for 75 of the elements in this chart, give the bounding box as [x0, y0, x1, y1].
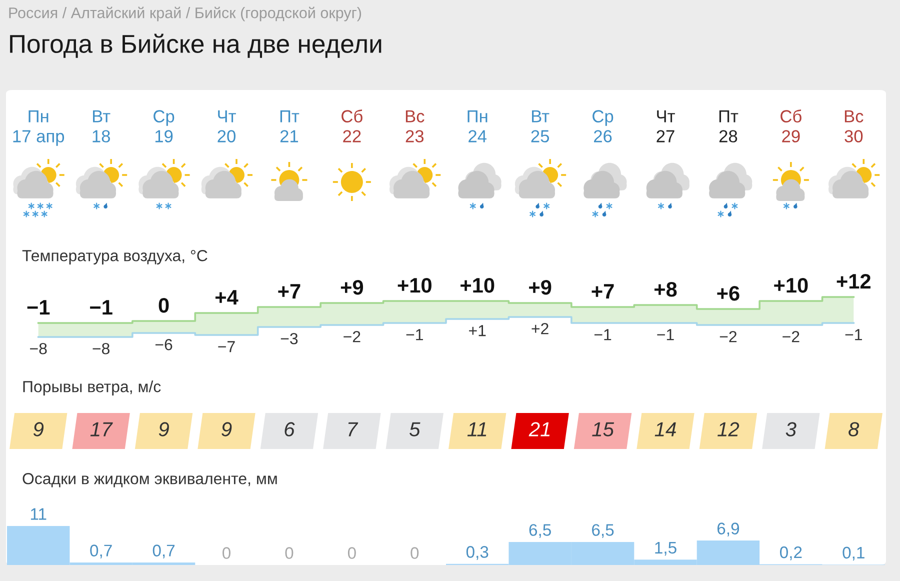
data-label: −1 [594, 329, 612, 340]
chart-title: Осадки в жидком эквиваленте, мм [22, 472, 277, 488]
data-label: −1 [406, 329, 423, 340]
data-label: −2 [782, 330, 800, 342]
text: Россия / Алтайский край / Бийск (городской округ) [9, 6, 362, 22]
x-tick-label: Ср 26 [592, 110, 614, 142]
data-label: 8 [848, 422, 860, 436]
data-label: +12 [836, 274, 870, 289]
data-label: −2 [720, 330, 737, 342]
x-tick-label: Вс 23 [406, 110, 424, 142]
chart-title: Температура воздуха, °C [22, 250, 208, 264]
data-label: 9 [33, 422, 44, 436]
data-label: −1 [845, 329, 862, 340]
x-tick-label: Вт 18 [92, 110, 110, 142]
data-label: 14 [654, 422, 676, 436]
data-label: +10 [398, 278, 432, 293]
data-label: +8 [654, 282, 677, 297]
data-label: −1 [27, 300, 50, 315]
data-label: 0,2 [780, 546, 802, 560]
x-tick-label: Чт 27 [656, 110, 675, 142]
data-label: 12 [718, 422, 740, 436]
data-label: −8 [30, 342, 47, 354]
data-label: −1 [657, 329, 674, 340]
chart-title: Порывы ветра, м/с [23, 380, 161, 396]
data-label: −8 [92, 342, 110, 354]
x-tick-label: Сб 22 [342, 110, 362, 142]
data-label: +7 [592, 284, 614, 299]
data-label: 6,9 [717, 522, 740, 536]
data-label: 6,5 [529, 524, 551, 538]
data-label: +6 [717, 286, 740, 301]
data-label: +9 [529, 280, 552, 295]
data-label: 6 [284, 422, 295, 436]
data-label: −3 [280, 332, 298, 344]
data-label: +1 [469, 325, 486, 336]
data-label: +10 [774, 278, 808, 293]
data-label: 1,5 [655, 542, 676, 556]
x-tick-label: Сб 29 [780, 110, 802, 142]
x-tick-label: Вс 30 [844, 110, 864, 142]
data-label: −6 [155, 338, 172, 350]
x-tick-label: Пн 17 апр [13, 110, 64, 146]
x-tick-label: Пт 28 [719, 110, 738, 142]
data-label: 0 [158, 298, 169, 313]
data-label: −7 [218, 341, 235, 352]
data-label: 9 [222, 422, 232, 436]
data-label: +2 [532, 322, 548, 334]
data-label: +7 [278, 284, 300, 299]
data-label: 6,5 [592, 524, 614, 538]
x-tick-label: Пт 21 [280, 110, 300, 142]
data-label: +9 [340, 280, 364, 295]
data-label: +4 [216, 290, 238, 305]
data-label: 15 [592, 422, 614, 436]
data-label: 0,7 [152, 544, 175, 558]
data-label: 0,3 [466, 546, 488, 560]
text: Погода в Бийске на две недели [10, 34, 382, 58]
data-label: 0 [410, 547, 419, 559]
data-label: 11 [30, 508, 46, 520]
data-label: 17 [90, 422, 113, 436]
data-label: −1 [90, 300, 112, 315]
data-label: 21 [528, 422, 550, 436]
data-label: +10 [460, 278, 494, 293]
x-tick-label: Ср 19 [154, 110, 174, 142]
data-label: 5 [409, 422, 420, 436]
x-tick-label: Пн 24 [468, 110, 488, 142]
data-label: 11 [467, 422, 486, 436]
x-tick-label: Вт 25 [531, 110, 550, 142]
data-label: −2 [344, 330, 360, 342]
data-label: 0 [285, 547, 294, 559]
data-label: 0,7 [90, 544, 112, 558]
data-label: 3 [786, 422, 796, 436]
data-label: 9 [158, 422, 169, 436]
x-tick-label: Чт 20 [218, 110, 236, 142]
data-label: 0 [222, 547, 230, 559]
data-label: 0,1 [842, 546, 864, 561]
data-label: 7 [348, 422, 358, 436]
data-label: 0 [348, 547, 356, 559]
